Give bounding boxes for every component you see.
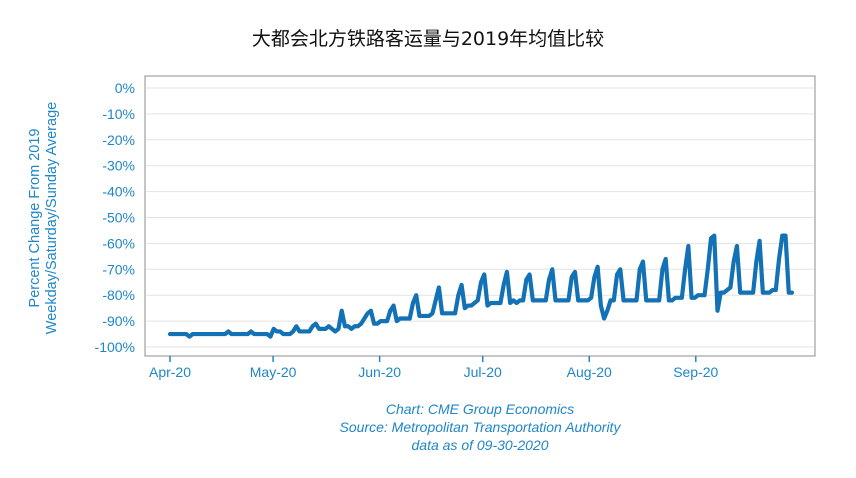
series-line (167, 233, 795, 339)
y-axis-ticks: 0% -10% -20% -30% -40% -50% -60% -70% -80% -90% -1… (95, 80, 135, 355)
y-tick-label: -100% (95, 339, 135, 355)
y-tick-label: -50% (102, 210, 135, 226)
credit-chart: Chart: CME Group Economics (385, 401, 575, 417)
chart-credits: Chart: CME Group Economics Source: Metro… (300, 400, 660, 454)
y-tick-label: 0% (115, 80, 135, 96)
y-tick-label: -30% (102, 158, 135, 174)
x-tick-label: Aug-20 (567, 364, 612, 380)
x-axis-ticks: Apr-20 May-20 Jun-20 Jul-20 Aug-20 Sep-20 (149, 356, 719, 380)
credit-source: Source: Metropolitan Transportation Auth… (339, 419, 621, 435)
y-tick-label: -80% (102, 287, 135, 303)
y-tick-label: -40% (102, 184, 135, 200)
x-tick-label: Apr-20 (149, 364, 191, 380)
x-tick-label: Jul-20 (464, 364, 502, 380)
plot-area (144, 75, 816, 357)
y-tick-label: -60% (102, 235, 135, 251)
y-tick-label: -10% (102, 106, 135, 122)
y-tick-label: -90% (102, 313, 135, 329)
chart-title: 大都会北方铁路客运量与2019年均值比较 (251, 28, 605, 50)
x-tick-label: May-20 (250, 364, 297, 380)
y-tick-label: -70% (102, 261, 135, 277)
x-tick-label: Jun-20 (358, 364, 401, 380)
credit-date: data as of 09-30-2020 (411, 437, 549, 453)
gridlines (146, 87, 814, 348)
y-tick-label: -20% (102, 132, 135, 148)
x-tick-label: Sep-20 (673, 364, 718, 380)
